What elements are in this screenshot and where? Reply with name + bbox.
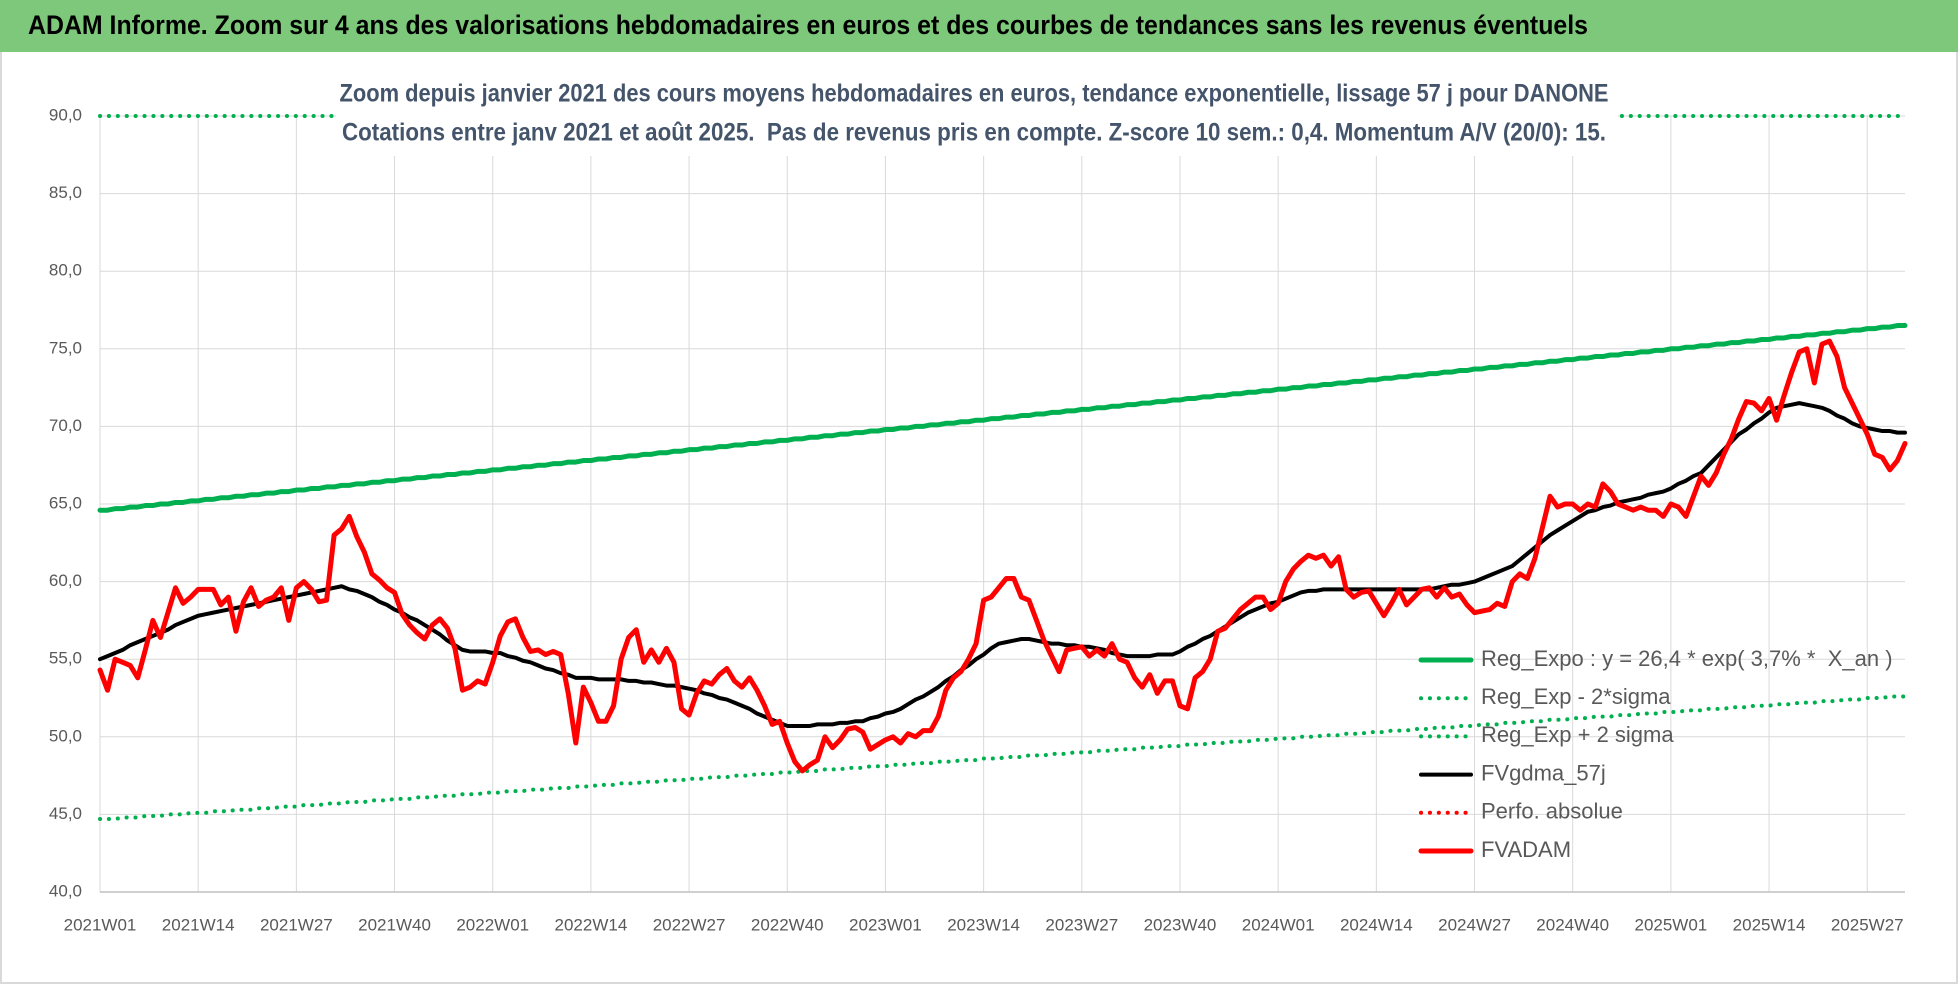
x-tick-label: 2024W40 <box>1536 915 1609 934</box>
x-tick-label: 2023W40 <box>1144 915 1217 934</box>
x-tick-label: 2022W27 <box>653 915 726 934</box>
y-tick-label: 80,0 <box>49 261 82 280</box>
x-tick-label: 2022W40 <box>751 915 824 934</box>
banner <box>0 0 1958 52</box>
y-tick-label: 50,0 <box>49 726 82 745</box>
y-tick-label: 45,0 <box>49 804 82 823</box>
chart-subtitle: Cotations entre janv 2021 et août 2025. … <box>342 119 1606 147</box>
legend-label: Reg_Exp + 2 sigma <box>1481 722 1674 747</box>
y-tick-label: 70,0 <box>49 416 82 435</box>
title-background <box>336 74 1618 156</box>
x-tick-label: 2021W14 <box>162 915 235 934</box>
chart-title: Zoom depuis janvier 2021 des cours moyen… <box>340 80 1609 108</box>
y-tick-label: 55,0 <box>49 649 82 668</box>
x-tick-label: 2021W01 <box>64 915 137 934</box>
x-tick-label: 2022W14 <box>555 915 628 934</box>
y-tick-label: 75,0 <box>49 338 82 357</box>
banner-title: ADAM Informe. Zoom sur 4 ans des valoris… <box>28 10 1588 40</box>
x-tick-label: 2025W01 <box>1634 915 1707 934</box>
x-tick-label: 2025W14 <box>1733 915 1806 934</box>
legend-label: FVgdma_57j <box>1481 760 1606 785</box>
y-tick-label: 60,0 <box>49 571 82 590</box>
x-tick-label: 2023W14 <box>947 915 1020 934</box>
x-tick-label: 2021W27 <box>260 915 333 934</box>
legend-label: Reg_Expo : y = 26,4 * exp( 3,7% * X_an ) <box>1481 646 1893 671</box>
x-tick-label: 2023W27 <box>1045 915 1118 934</box>
legend-label: Perfo. absolue <box>1481 799 1623 824</box>
x-tick-label: 2024W27 <box>1438 915 1511 934</box>
series-line <box>97 323 1908 513</box>
y-tick-label: 40,0 <box>49 881 82 900</box>
series-line <box>97 338 1908 774</box>
x-tick-label: 2022W01 <box>456 915 529 934</box>
legend-label: FVADAM <box>1481 837 1571 862</box>
y-tick-label: 65,0 <box>49 493 82 512</box>
x-tick-label: 2025W27 <box>1831 915 1904 934</box>
y-tick-label: 90,0 <box>49 105 82 124</box>
x-tick-label: 2024W14 <box>1340 915 1413 934</box>
series-line <box>98 694 1907 822</box>
x-tick-label: 2021W40 <box>358 915 431 934</box>
legend-label: Reg_Exp - 2*sigma <box>1481 684 1671 709</box>
x-tick-label: 2024W01 <box>1242 915 1315 934</box>
x-tick-label: 2023W01 <box>849 915 922 934</box>
y-tick-label: 85,0 <box>49 183 82 202</box>
